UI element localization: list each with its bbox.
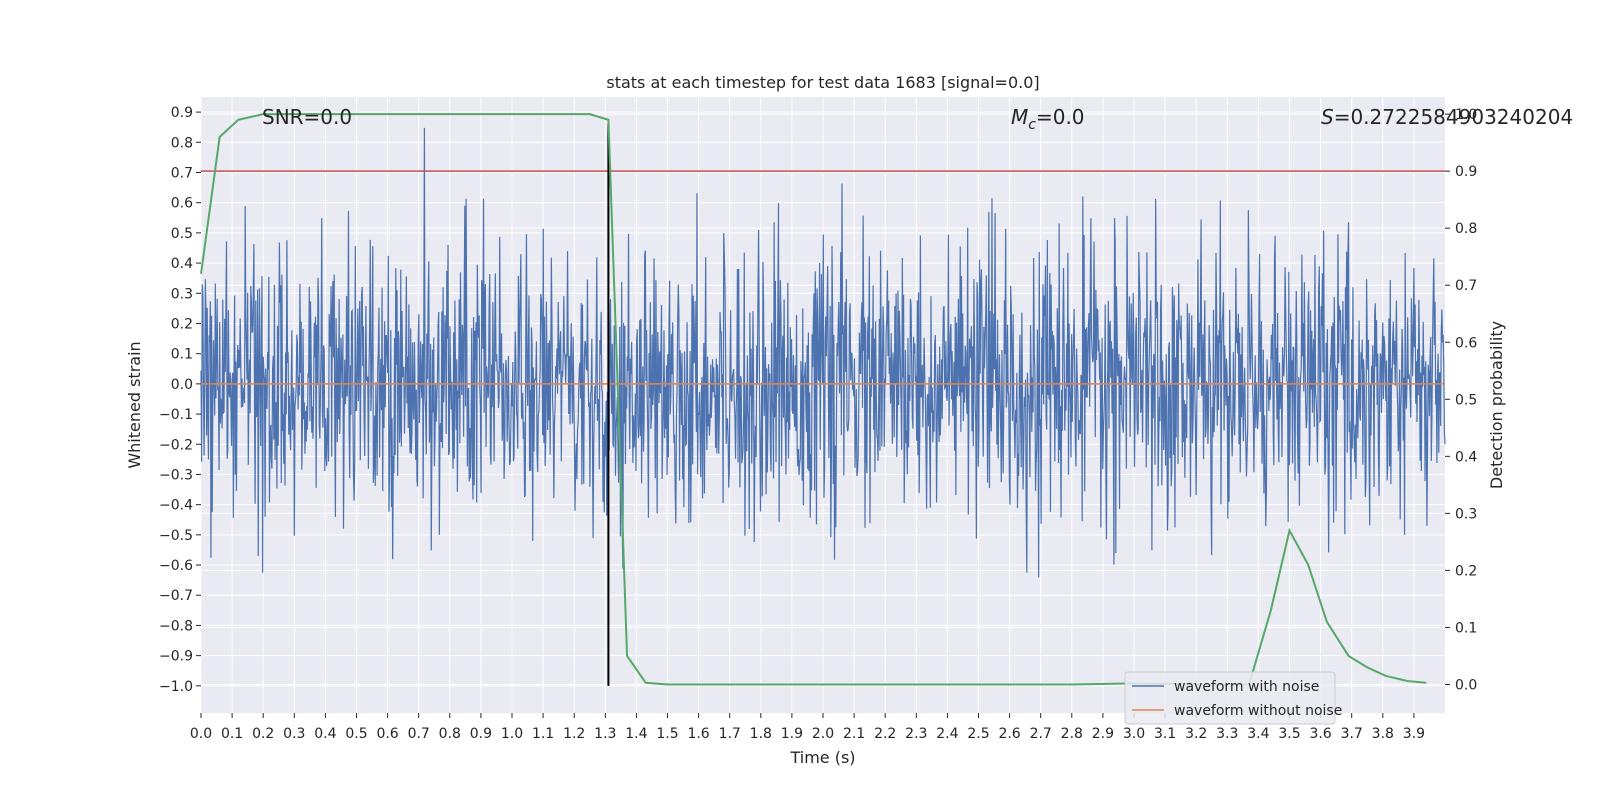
x-tick-label: 3.9 bbox=[1403, 726, 1425, 742]
x-tick-label: 3.1 bbox=[1154, 726, 1176, 742]
x-tick-label: 0.1 bbox=[221, 726, 243, 742]
x-tick-label: 2.7 bbox=[1030, 726, 1052, 742]
detection-probability-line bbox=[200, 113, 1427, 686]
score-symbol: S bbox=[1321, 105, 1334, 129]
chirp-mass-value: =0.0 bbox=[1036, 105, 1085, 129]
y-tick-label: 0.6 bbox=[171, 196, 193, 212]
x-tick-label: 1.8 bbox=[750, 726, 772, 742]
x-tick-label: 1.0 bbox=[501, 726, 523, 742]
x-tick-label: 0.2 bbox=[252, 726, 274, 742]
chart-title: stats at each timestep for test data 168… bbox=[606, 73, 1039, 92]
y-tick-label: 0.1 bbox=[171, 347, 193, 363]
y-tick-label: 0.8 bbox=[171, 135, 193, 151]
waveform-with-noise-line bbox=[200, 127, 1446, 578]
y-right-tick-label: 0.5 bbox=[1455, 392, 1477, 408]
x-tick-label: 3.0 bbox=[1123, 726, 1145, 742]
x-tick-label: 1.6 bbox=[687, 726, 709, 742]
series-waveform-with-noise bbox=[200, 127, 1446, 578]
y-right-tick-label: 0.1 bbox=[1455, 620, 1477, 636]
y-tick-label: −0.5 bbox=[159, 528, 193, 544]
y-right-tick-label: 0.4 bbox=[1455, 449, 1477, 465]
x-tick-label: 3.5 bbox=[1278, 726, 1300, 742]
legend: waveform with noise waveform without noi… bbox=[1124, 671, 1342, 725]
x-tick-label: 2.3 bbox=[905, 726, 927, 742]
y-axis-right-label: Detection probability bbox=[1487, 321, 1506, 489]
y-right-tick-label: 0.6 bbox=[1455, 335, 1477, 351]
y-right-tick-label: 0.3 bbox=[1455, 506, 1477, 522]
y-tick-label: −0.4 bbox=[159, 498, 193, 514]
y-tick-label: 0.4 bbox=[171, 256, 193, 272]
y-right-tick-label: 0.0 bbox=[1455, 677, 1477, 693]
y-tick-label: −0.3 bbox=[159, 467, 193, 483]
x-tick-label: 1.7 bbox=[719, 726, 741, 742]
x-tick-label: 0.7 bbox=[408, 726, 430, 742]
y-tick-label: 0.5 bbox=[171, 226, 193, 242]
x-tick-label: 3.7 bbox=[1341, 726, 1363, 742]
x-axis-label: Time (s) bbox=[789, 748, 855, 767]
y-right-tick-label: 0.2 bbox=[1455, 563, 1477, 579]
x-tick-label: 3.3 bbox=[1216, 726, 1238, 742]
series-lines bbox=[200, 113, 1445, 686]
y-tick-label: 0.2 bbox=[171, 316, 193, 332]
x-tick-label: 2.6 bbox=[998, 726, 1020, 742]
y-tick-label: 0.3 bbox=[171, 286, 193, 302]
x-tick-label: 0.0 bbox=[190, 726, 212, 742]
y-right-tick-label: 1.0 bbox=[1455, 107, 1477, 123]
x-tick-label: 1.9 bbox=[781, 726, 803, 742]
x-tick-label: 0.9 bbox=[470, 726, 492, 742]
chirp-mass-subscript: c bbox=[1028, 117, 1036, 133]
legend-box bbox=[1124, 671, 1336, 725]
y-right-tick-label: 0.7 bbox=[1455, 278, 1477, 294]
score-annotation: S=0.272258490324020​4 bbox=[1321, 105, 1573, 129]
y-tick-label: −0.8 bbox=[159, 618, 193, 634]
y-right-tick-label: 0.9 bbox=[1455, 164, 1477, 180]
x-tick-label: 3.6 bbox=[1309, 726, 1331, 742]
y-tick-label: −0.2 bbox=[159, 437, 193, 453]
x-tick-label: 0.3 bbox=[283, 726, 305, 742]
x-tick-label: 2.8 bbox=[1061, 726, 1083, 742]
y-tick-label: −0.6 bbox=[159, 558, 193, 574]
y-tick-label: −0.1 bbox=[159, 407, 193, 423]
x-tick-label: 3.4 bbox=[1247, 726, 1269, 742]
x-tick-label: 2.5 bbox=[967, 726, 989, 742]
y-tick-label: −0.7 bbox=[159, 588, 193, 604]
legend-label-waveform-without-noise: waveform without noise bbox=[1174, 703, 1342, 719]
x-tick-label: 1.5 bbox=[656, 726, 678, 742]
x-tick-label: 0.6 bbox=[376, 726, 398, 742]
y-tick-label: 0.0 bbox=[171, 377, 193, 393]
x-tick-label: 1.3 bbox=[594, 726, 616, 742]
x-tick-label: 0.8 bbox=[439, 726, 461, 742]
x-tick-label: 0.4 bbox=[314, 726, 336, 742]
y-tick-label: 0.7 bbox=[171, 165, 193, 181]
chirp-mass-symbol: M bbox=[1011, 105, 1028, 129]
x-tick-label: 2.9 bbox=[1092, 726, 1114, 742]
tick-labels: 0.0 0.1 0.2 0.3 0.4 0.5 0.6 0.7 0.8 0.9 1.0 1.1 1.2 1… bbox=[159, 105, 1477, 742]
y-axis-label: Whitened strain bbox=[125, 341, 144, 468]
y-tick-label: −0.9 bbox=[159, 649, 193, 665]
snr-annotation: SNR=0.0 bbox=[262, 105, 352, 129]
x-tick-label: 1.1 bbox=[532, 726, 554, 742]
y-tick-label: −1.0 bbox=[159, 679, 193, 695]
x-tick-label: 2.4 bbox=[936, 726, 958, 742]
x-tick-label: 0.5 bbox=[345, 726, 367, 742]
legend-label-waveform-with-noise: waveform with noise bbox=[1174, 679, 1319, 695]
x-tick-label: 1.4 bbox=[625, 726, 647, 742]
x-tick-label: 2.2 bbox=[874, 726, 896, 742]
x-tick-label: 1.2 bbox=[563, 726, 585, 742]
y-tick-label: 0.9 bbox=[171, 105, 193, 121]
x-tick-label: 3.8 bbox=[1372, 726, 1394, 742]
x-tick-label: 2.0 bbox=[812, 726, 834, 742]
score-value: =0.272258490324020​4 bbox=[1334, 105, 1573, 129]
x-tick-label: 2.1 bbox=[843, 726, 865, 742]
chirp-mass-annotation: Mc=0.0 bbox=[1011, 105, 1085, 133]
grid bbox=[200, 97, 1445, 713]
x-tick-label: 3.2 bbox=[1185, 726, 1207, 742]
y-right-tick-label: 0.8 bbox=[1455, 221, 1477, 237]
